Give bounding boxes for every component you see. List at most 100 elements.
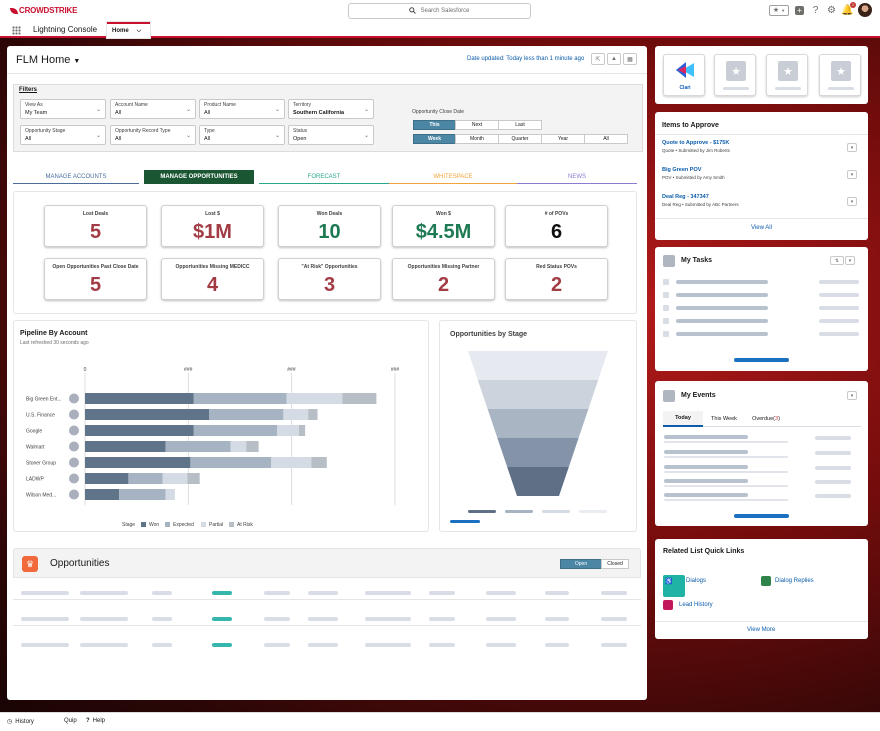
tab-manage-accounts[interactable]: MANAGE ACCOUNTS: [13, 170, 139, 184]
bar-segment[interactable]: [85, 489, 120, 500]
unit-quarter-button[interactable]: Quarter: [498, 134, 542, 144]
account-avatar-icon[interactable]: [69, 489, 79, 500]
task-checkbox[interactable]: [663, 331, 669, 337]
utility-quip[interactable]: Quip: [64, 718, 77, 724]
event-row[interactable]: [655, 493, 868, 503]
bar-segment[interactable]: [85, 425, 194, 436]
bar-segment[interactable]: [165, 489, 175, 500]
filter-opportunity-stage[interactable]: Opportunity Stage All ⌄: [20, 125, 106, 145]
kpi-pov-count[interactable]: # of POVs 6: [505, 205, 608, 247]
bar-segment[interactable]: [311, 457, 327, 468]
page-title[interactable]: FLM Home ▼: [16, 54, 81, 66]
view-more-link[interactable]: View More: [747, 627, 776, 633]
kpi-won-deals[interactable]: Won Deals 10: [278, 205, 381, 247]
kpi-won-amount[interactable]: Won $ $4.5M: [392, 205, 495, 247]
quick-link-lead-history[interactable]: Lead History: [679, 602, 713, 608]
kpi-at-risk[interactable]: "At Risk" Opportunities 3: [278, 258, 381, 300]
favorites-button[interactable]: ★ ▼: [769, 4, 789, 16]
filter-type[interactable]: Type All ⌄: [199, 125, 285, 145]
bar-segment[interactable]: [209, 409, 284, 420]
task-row[interactable]: [655, 279, 868, 287]
tab-forecast[interactable]: FORECAST: [259, 170, 389, 184]
bar-segment[interactable]: [271, 457, 312, 468]
funnel-stage[interactable]: [477, 380, 599, 409]
kpi-red-status-povs[interactable]: Red Status POVs 2: [505, 258, 608, 300]
bar-segment[interactable]: [119, 489, 166, 500]
funnel-stage[interactable]: [497, 438, 579, 467]
bar-segment[interactable]: [162, 473, 188, 484]
task-checkbox[interactable]: [663, 279, 669, 285]
utility-help[interactable]: ? Help: [86, 718, 106, 724]
funnel-stage[interactable]: [507, 467, 569, 496]
global-search-input[interactable]: Search Salesforce: [348, 3, 531, 19]
unit-year-button[interactable]: Year: [541, 134, 585, 144]
notifications-button[interactable]: 🔔 1: [841, 1, 856, 16]
bar-segment[interactable]: [85, 441, 166, 452]
tasks-view-more-bar[interactable]: [734, 358, 789, 362]
approve-item-menu-button[interactable]: ▾: [847, 143, 857, 152]
task-row[interactable]: [655, 318, 868, 326]
calendar-button[interactable]: ▦: [623, 53, 637, 65]
account-avatar-icon[interactable]: [69, 441, 79, 452]
kpi-lost-deals[interactable]: Lost Deals 5: [44, 205, 147, 247]
period-this-button[interactable]: This: [413, 120, 456, 130]
account-avatar-icon[interactable]: [69, 409, 79, 420]
quick-link-dialog-replies[interactable]: Dialog Replies: [775, 578, 814, 584]
unit-week-button[interactable]: Week: [413, 134, 456, 144]
closed-button[interactable]: Closed: [601, 559, 629, 569]
funnel-stage[interactable]: [487, 409, 589, 438]
event-row[interactable]: [655, 450, 868, 460]
chevron-down-icon[interactable]: ⌵: [136, 27, 142, 34]
bar-segment[interactable]: [128, 473, 163, 484]
approve-item-menu-button[interactable]: ▾: [847, 170, 857, 179]
quick-link-dialogs[interactable]: Dialogs: [686, 578, 707, 584]
bar-segment[interactable]: [193, 425, 278, 436]
tasks-filter-button[interactable]: ⇅: [830, 256, 844, 265]
filter-status[interactable]: Status Open ⌄: [288, 125, 374, 145]
task-row[interactable]: [655, 305, 868, 313]
account-avatar-icon[interactable]: [69, 473, 79, 484]
tab-manage-opportunities[interactable]: MANAGE OPPORTUNITIES: [144, 170, 254, 184]
account-avatar-icon[interactable]: [69, 393, 79, 404]
bar-segment[interactable]: [246, 441, 259, 452]
filter-account-name[interactable]: Account Name All ⌄: [110, 99, 196, 119]
bar-segment[interactable]: [85, 409, 209, 420]
bar-segment[interactable]: [165, 441, 231, 452]
bar-segment[interactable]: [190, 457, 271, 468]
approve-item[interactable]: Deal Reg - 347347 Deal Reg • Submitted by…: [662, 194, 739, 207]
bar-segment[interactable]: [230, 441, 247, 452]
tasks-menu-button[interactable]: ▾: [845, 256, 855, 265]
event-row[interactable]: [655, 479, 868, 489]
bar-segment[interactable]: [286, 393, 343, 404]
account-avatar-icon[interactable]: [69, 457, 79, 468]
approve-item[interactable]: Quote to Approve - $175K Quote • Submitte…: [662, 140, 730, 153]
share-button[interactable]: ⇱: [591, 53, 605, 65]
table-row[interactable]: [13, 640, 641, 652]
bar-segment[interactable]: [85, 393, 194, 404]
help-button[interactable]: ?: [810, 5, 821, 16]
approve-item[interactable]: Big Green POV POV • Submitted by Amy Smit…: [662, 167, 725, 180]
bar-segment[interactable]: [187, 473, 200, 484]
kpi-past-close-date[interactable]: Open Opportunities Past Close Date 5: [44, 258, 147, 300]
task-row[interactable]: [655, 331, 868, 339]
events-tab-this-week[interactable]: This Week: [711, 416, 737, 422]
view-all-link[interactable]: View All: [751, 225, 772, 231]
open-button[interactable]: Open: [560, 559, 602, 569]
app-tile-clari[interactable]: Clari: [663, 54, 705, 96]
events-tab-overdue[interactable]: Overdue(3): [752, 416, 780, 422]
task-checkbox[interactable]: [663, 292, 669, 298]
bar-segment[interactable]: [85, 473, 129, 484]
global-actions-button[interactable]: +: [794, 5, 805, 16]
task-row[interactable]: [655, 292, 868, 300]
approve-item-menu-button[interactable]: ▾: [847, 197, 857, 206]
app-launcher-icon[interactable]: [12, 26, 21, 35]
funnel-view-report-bar[interactable]: [450, 520, 480, 523]
filter-territory[interactable]: Territory Southern California ⌄: [288, 99, 374, 119]
tab-whitespace[interactable]: WHITESPACE: [389, 170, 517, 184]
kpi-missing-medicc[interactable]: Opportunities Missing MEDICC 4: [161, 258, 264, 300]
app-tile-placeholder-1[interactable]: ★: [714, 54, 756, 96]
events-tab-today[interactable]: Today: [663, 411, 703, 427]
kpi-missing-partner[interactable]: Opportunities Missing Partner 2: [392, 258, 495, 300]
subscribe-button[interactable]: ▲: [607, 53, 621, 65]
setup-button[interactable]: ⚙: [826, 5, 837, 16]
